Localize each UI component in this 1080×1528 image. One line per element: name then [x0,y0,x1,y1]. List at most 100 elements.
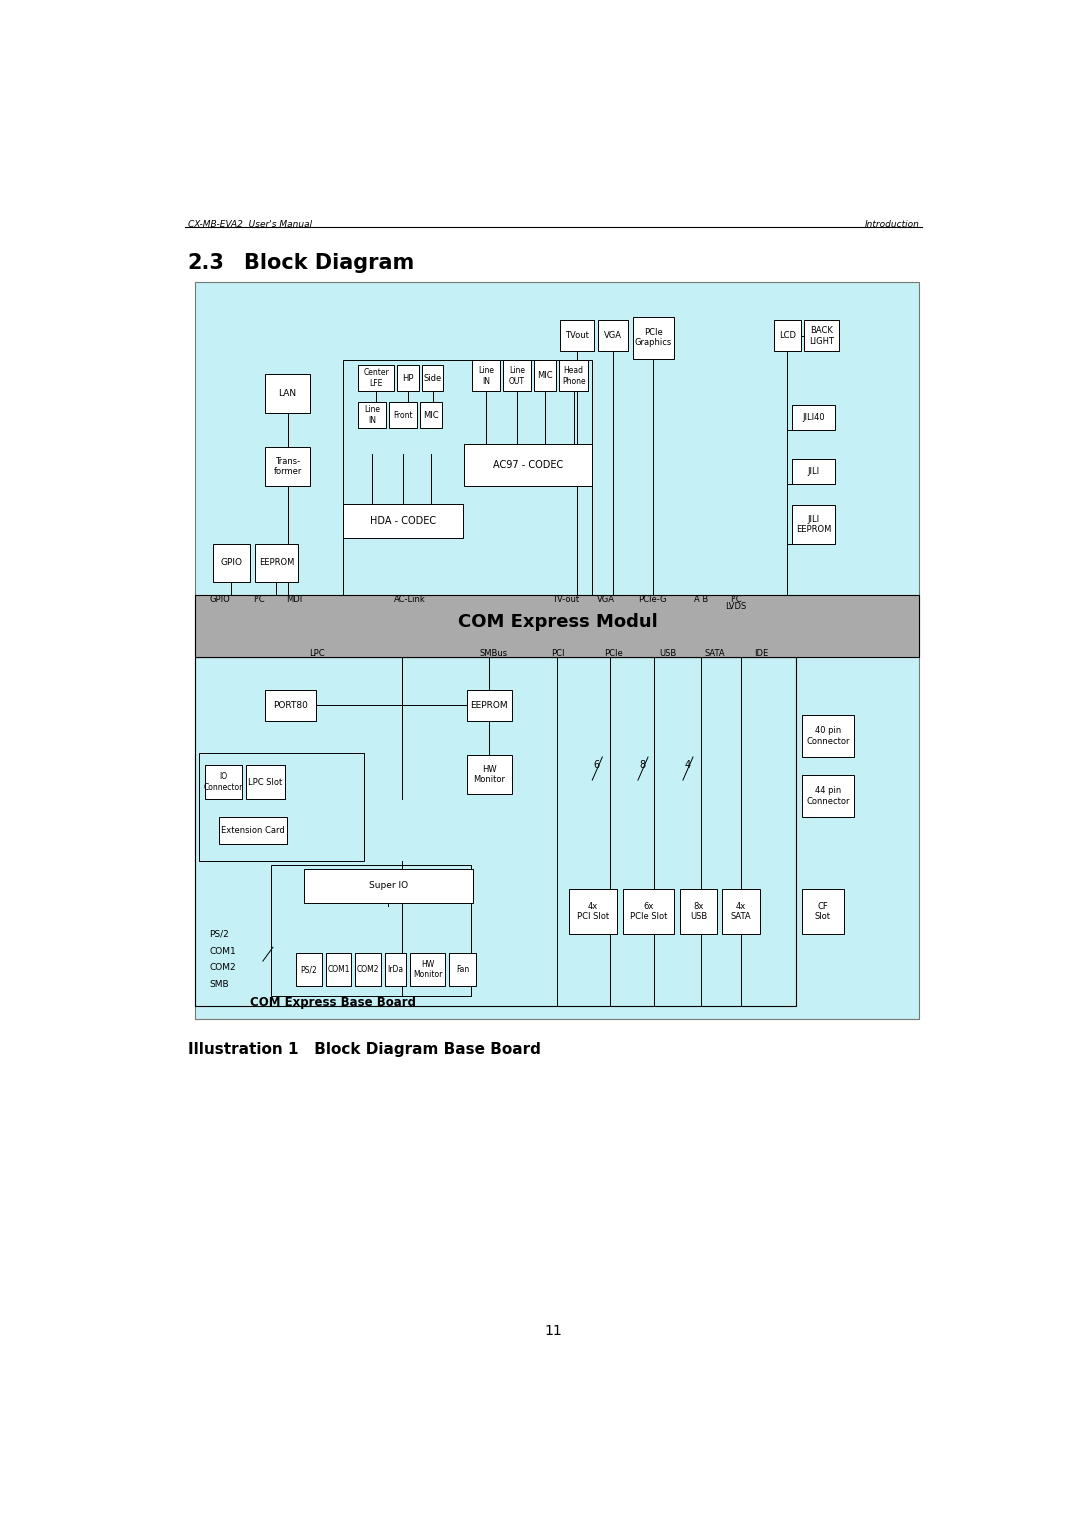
Text: 4: 4 [685,759,690,770]
Text: HW
Monitor: HW Monitor [473,766,505,784]
Text: 2.3: 2.3 [188,252,225,272]
Text: TVout: TVout [565,332,589,341]
Bar [389,402,417,428]
Text: MIC: MIC [537,371,553,380]
Bar [801,715,854,756]
Text: Front: Front [393,411,413,420]
Bar [326,953,351,986]
Bar [359,365,394,391]
Text: Introduction: Introduction [864,220,919,229]
Text: A B: A B [693,594,707,604]
Text: 8: 8 [639,759,646,770]
Text: 6: 6 [593,759,599,770]
Bar [559,321,594,351]
Bar [503,361,531,391]
Bar [397,365,419,391]
Bar [623,889,674,934]
Text: EEPROM: EEPROM [471,701,508,711]
Bar [569,889,617,934]
Text: IDE: IDE [754,648,768,657]
Text: HDA - CODEC: HDA - CODEC [369,515,436,526]
Text: EEPROM: EEPROM [259,558,294,567]
Bar [195,596,919,657]
Text: 11: 11 [544,1323,563,1337]
Text: SATA: SATA [704,648,725,657]
Text: LAN: LAN [279,390,297,399]
Bar [266,374,310,413]
Text: 44 pin
Connector: 44 pin Connector [806,787,850,805]
Text: 40 pin
Connector: 40 pin Connector [806,726,850,746]
Bar [801,889,845,934]
Bar [464,443,592,486]
Text: LVDS: LVDS [725,602,746,611]
Text: AC-Link: AC-Link [394,594,426,604]
Bar [472,361,500,391]
Text: Line
IN: Line IN [478,367,494,385]
Text: PORT80: PORT80 [273,701,308,711]
Bar [559,361,589,391]
Text: PCIe: PCIe [605,648,623,657]
Text: JILI: JILI [808,468,820,475]
Bar [246,764,284,799]
Text: Fan: Fan [456,966,469,973]
Bar [773,321,800,351]
Bar [255,544,298,582]
Bar [633,316,674,359]
Text: Illustration 1   Block Diagram Base Board: Illustration 1 Block Diagram Base Board [188,1042,541,1057]
Bar [342,361,592,596]
Text: AC97 - CODEC: AC97 - CODEC [494,460,564,469]
Text: MDI: MDI [286,594,302,604]
Bar [342,504,463,538]
Text: LPC: LPC [309,648,325,657]
Text: VGA: VGA [604,332,622,341]
Text: I²C: I²C [730,594,742,604]
Text: GPIO: GPIO [210,594,231,604]
Bar [804,321,839,351]
Bar [195,657,796,1005]
Text: Center
LFE: Center LFE [363,368,389,388]
Text: Side: Side [423,374,442,382]
Text: JILI
EEPROM: JILI EEPROM [796,515,832,535]
Text: Block Diagram: Block Diagram [243,252,414,272]
Text: HP: HP [402,374,414,382]
Bar [793,458,835,484]
Text: COM Express Modul: COM Express Modul [458,613,658,631]
Bar [218,817,287,843]
Text: Super IO: Super IO [369,882,408,891]
Text: CX-MB-EVA2  User's Manual: CX-MB-EVA2 User's Manual [188,220,312,229]
Text: 6x
PCIe Slot: 6x PCIe Slot [630,902,667,921]
Bar [723,889,759,934]
Text: PS/2: PS/2 [210,929,229,938]
Bar [271,865,471,996]
Bar [303,868,473,903]
Bar [598,321,627,351]
Text: LCD: LCD [779,332,796,341]
Bar [467,755,512,795]
Text: HW
Monitor: HW Monitor [413,960,442,979]
Text: COM Express Base Board: COM Express Base Board [249,996,416,1008]
Text: 8x
USB: 8x USB [690,902,707,921]
Text: PCI: PCI [551,648,564,657]
Bar [449,953,476,986]
Bar [793,405,835,429]
Text: USB: USB [660,648,677,657]
Bar [420,402,442,428]
Bar [266,691,315,721]
Bar [467,691,512,721]
Text: Extension Card: Extension Card [221,827,285,834]
Bar [266,448,310,486]
Text: 4x
SATA: 4x SATA [731,902,752,921]
Text: MIC: MIC [423,411,438,420]
Text: Trans-
former: Trans- former [273,457,302,477]
Bar [793,506,835,544]
Text: IO
Connector: IO Connector [204,772,243,792]
Bar [355,953,380,986]
Text: SMB: SMB [210,979,229,989]
Text: SMBus: SMBus [480,648,508,657]
Text: COM1: COM1 [210,946,237,955]
Text: GPIO: GPIO [220,558,242,567]
Bar [205,764,242,799]
Text: JILI40: JILI40 [802,413,825,422]
Text: TV-out: TV-out [552,594,579,604]
Bar [535,361,556,391]
